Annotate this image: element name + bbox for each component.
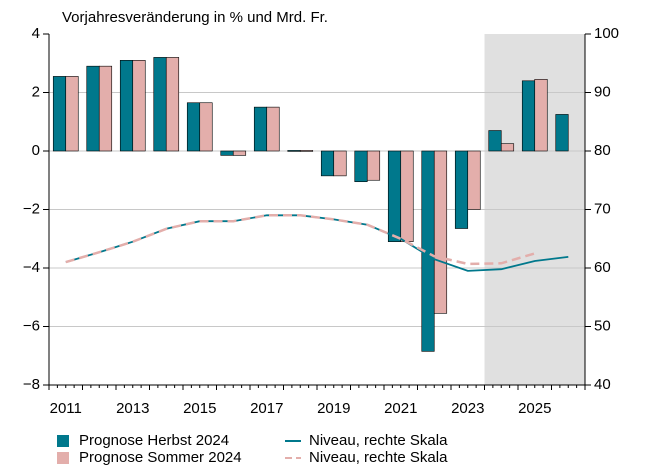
chart-subtitle: Vorjahresveränderung in % und Mrd. Fr.	[62, 9, 328, 26]
y2-tick-label: 100	[594, 25, 619, 42]
bar	[354, 150, 368, 183]
bar	[132, 60, 146, 152]
y2-tick-label: 50	[594, 317, 611, 334]
bar	[320, 150, 335, 177]
legend-label: Niveau, rechte Skala	[309, 449, 448, 466]
y-tick-label: −2	[23, 200, 40, 217]
x-tick-label: 2021	[384, 400, 417, 417]
bar	[433, 150, 448, 314]
bar	[488, 130, 502, 152]
x-tick-label: 2025	[518, 400, 551, 417]
line	[65, 214, 536, 266]
bar	[521, 80, 536, 152]
legend-label: Prognose Herbst 2024	[79, 432, 229, 449]
bar	[165, 57, 180, 152]
bar	[299, 150, 314, 152]
y2-tick-label: 90	[594, 83, 611, 100]
x-tick-label: 2011	[50, 400, 82, 417]
x-tick-label: 2023	[451, 400, 484, 417]
bar	[366, 150, 381, 181]
y-tick-label: 4	[32, 25, 40, 42]
y-tick-label: −6	[23, 317, 40, 334]
bar	[98, 65, 113, 152]
legend-swatch	[57, 452, 69, 464]
bar	[500, 143, 515, 152]
bar	[253, 106, 268, 152]
bar	[65, 76, 79, 152]
x-tick-label: 2015	[183, 400, 216, 417]
x-tick-label: 2017	[250, 400, 283, 417]
bar	[86, 65, 100, 152]
legend-label: Niveau, rechte Skala	[309, 432, 448, 449]
bar	[232, 150, 247, 156]
y-tick-label: 2	[32, 83, 40, 100]
legend-label: Prognose Sommer 2024	[79, 449, 242, 466]
legend-swatch	[57, 435, 69, 447]
bar	[534, 79, 548, 152]
x-tick-label: 2019	[317, 400, 350, 417]
bar	[186, 102, 201, 152]
bar	[333, 150, 347, 177]
bar	[52, 76, 67, 152]
y2-tick-label: 80	[594, 142, 611, 159]
bar	[467, 150, 481, 210]
y-tick-label: −8	[23, 376, 40, 393]
y2-tick-label: 70	[594, 200, 611, 217]
bar	[387, 150, 402, 242]
x-tick-label: 2013	[116, 400, 149, 417]
bar	[199, 102, 213, 152]
y-tick-label: −4	[23, 259, 40, 276]
bar	[153, 57, 167, 152]
bar	[555, 114, 569, 152]
bar	[454, 150, 469, 229]
y-tick-label: 0	[32, 142, 40, 159]
bar	[119, 60, 134, 152]
bar	[266, 106, 280, 152]
bar	[220, 150, 234, 156]
y2-tick-label: 40	[594, 376, 611, 393]
bar	[287, 150, 301, 152]
y2-tick-label: 60	[594, 259, 611, 276]
bar	[400, 150, 414, 242]
